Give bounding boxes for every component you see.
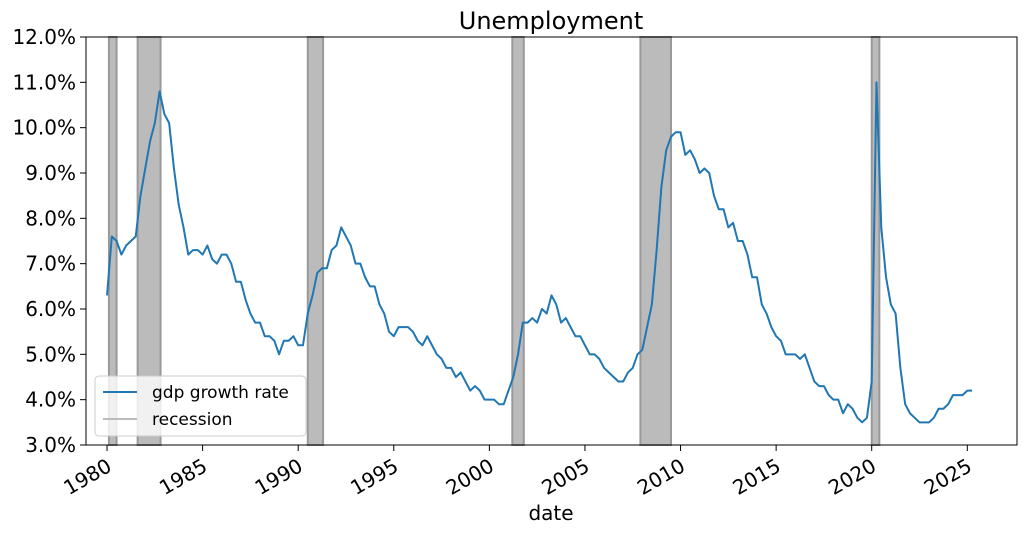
y-axis: 3.0% 4.0% 5.0% 6.0% 7.0% 8.0% 9.0% 10.0% 11.0% 12… <box>12 25 86 457</box>
legend-box <box>94 375 307 437</box>
legend: gdp growth rate recession <box>94 375 307 437</box>
y-tick-label: 5.0% <box>25 342 76 366</box>
legend-label-gdp-growth-rate: gdp growth rate <box>152 383 289 403</box>
plot-frame <box>85 36 1018 446</box>
x-axis-label: date <box>528 501 573 525</box>
y-tick-label: 8.0% <box>25 206 76 230</box>
series-lines <box>106 81 973 424</box>
series-line-gdp-growth-rate <box>106 81 973 424</box>
y-tick-label: 12.0% <box>12 25 76 49</box>
chart-title: Unemployment <box>459 7 643 35</box>
recession-band <box>511 36 525 446</box>
y-tick-label: 4.0% <box>25 388 76 412</box>
y-tick-label: 3.0% <box>25 433 76 457</box>
recession-bands <box>107 36 881 446</box>
y-tick-label: 7.0% <box>25 252 76 276</box>
y-tick-label: 11.0% <box>12 70 76 94</box>
y-tick-label: 10.0% <box>12 116 76 140</box>
y-tick-label: 6.0% <box>25 297 76 321</box>
legend-label-recession: recession <box>152 410 233 430</box>
recession-band <box>639 36 672 446</box>
y-tick-label: 9.0% <box>25 161 76 185</box>
recession-band <box>306 36 325 446</box>
